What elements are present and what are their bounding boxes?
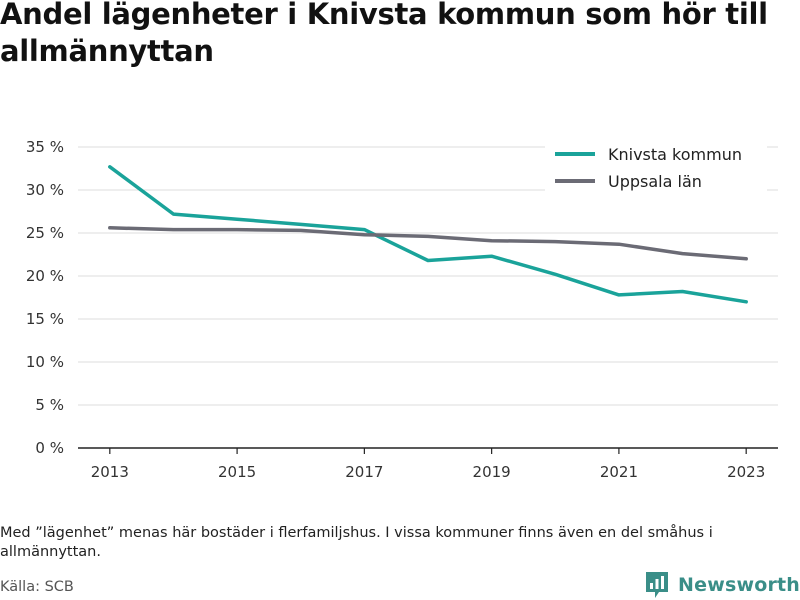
y-tick-label: 25 % [26, 224, 64, 242]
legend-label: Knivsta kommun [608, 145, 742, 164]
y-tick-label: 0 % [35, 439, 64, 457]
footnote: Med ”lägenhet” menas här bostäder i fler… [0, 525, 713, 560]
x-tick-label: 2019 [473, 463, 511, 481]
series-line [108, 226, 748, 261]
series-lines [108, 165, 748, 304]
x-tick-label: 2013 [91, 463, 129, 481]
y-tick-label: 30 % [26, 181, 64, 199]
brand-name: Newsworthy [678, 574, 800, 596]
x-axis: 2013 2015 2017 2019 2021 2023 [78, 447, 778, 481]
y-axis: 0 % 5 % 10 % 15 % 20 % 25 % 30 % 35 % [26, 138, 64, 457]
chart-title: Andel lägenheter i Knivsta kommun som hö… [0, 0, 768, 68]
y-tick-label: 35 % [26, 138, 64, 156]
x-tick-label: 2023 [727, 463, 765, 481]
gridlines [78, 146, 778, 406]
source-label: Källa: SCB [0, 579, 74, 595]
y-tick-label: 15 % [26, 310, 64, 328]
legend-background [545, 134, 767, 196]
y-tick-label: 10 % [26, 353, 64, 371]
series-line [108, 165, 748, 304]
line-chart: 0 %5 %10 %15 %20 %25 %30 %35 % 2013 2015 2… [26, 134, 778, 481]
y-tick-label: 5 % [35, 396, 64, 414]
legend: Knivsta kommun Uppsala län [545, 134, 767, 196]
x-tick-label: 2017 [345, 463, 383, 481]
y-tick-label: 20 % [26, 267, 64, 285]
legend-label: Uppsala län [608, 172, 702, 191]
x-tick-label: 2021 [600, 463, 638, 481]
x-tick-label: 2015 [218, 463, 256, 481]
bar-chart-logo-icon [646, 572, 668, 598]
brand-logo: Newsworthy [644, 570, 800, 600]
